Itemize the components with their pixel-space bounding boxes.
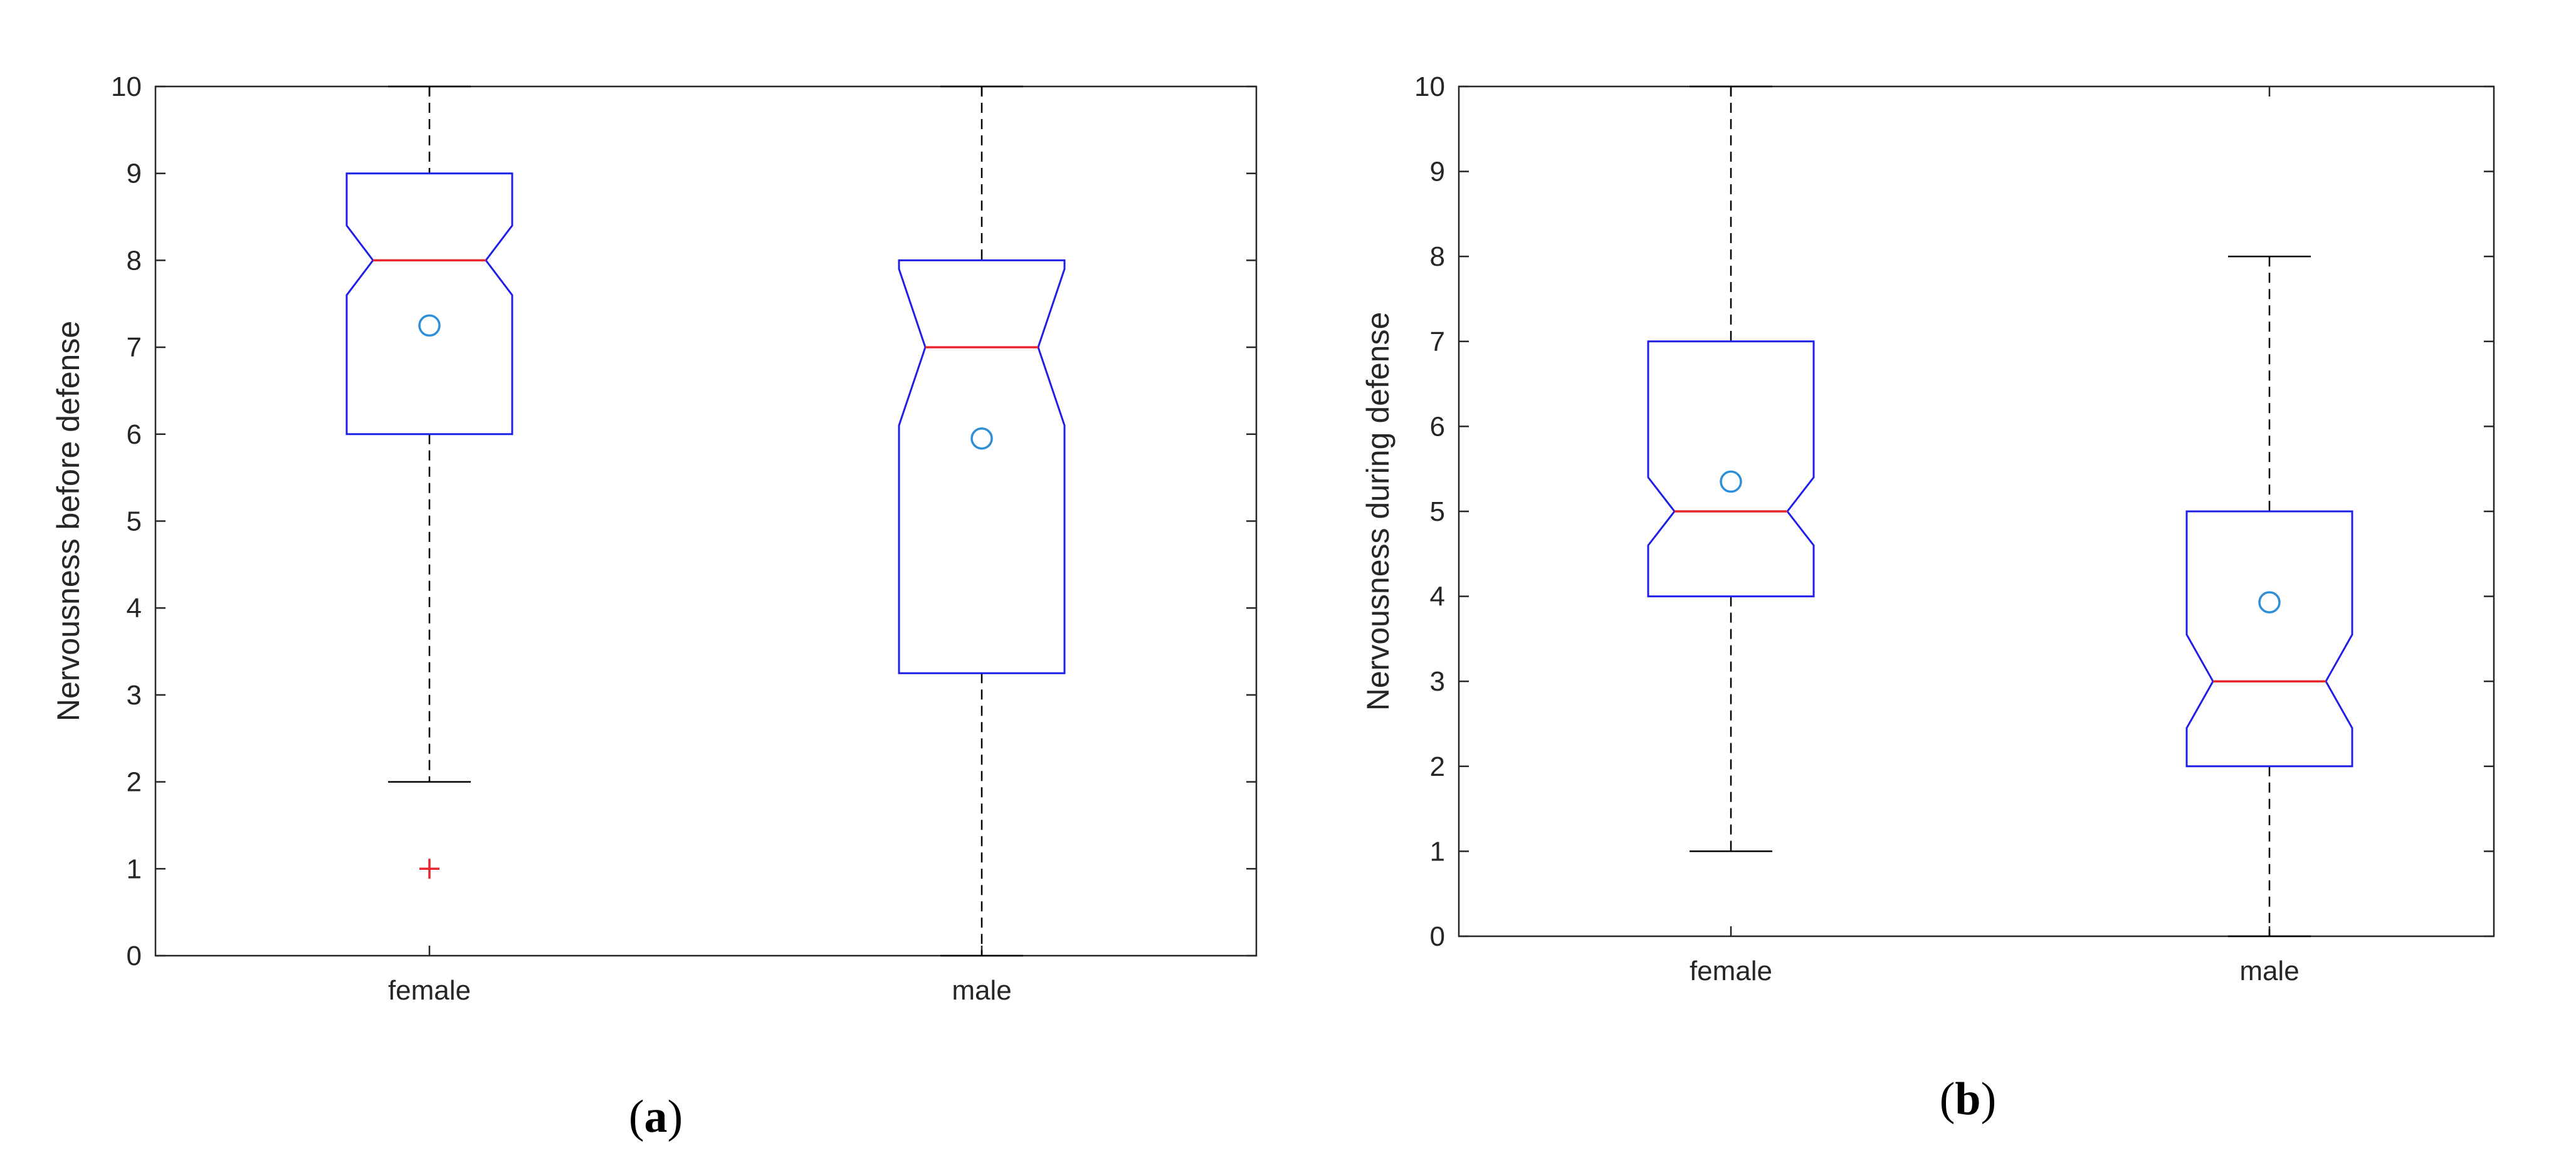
y-tick-label: 0	[1430, 921, 1445, 952]
y-tick-label: 5	[1430, 496, 1445, 527]
mean-marker	[2258, 591, 2281, 614]
y-tick-label: 7	[127, 332, 142, 363]
y-tick-label: 1	[1430, 836, 1445, 867]
y-tick-label: 4	[1430, 582, 1445, 612]
y-tick-label: 9	[1430, 157, 1445, 187]
y-tick-label: 3	[127, 680, 142, 711]
x-tick-label: male	[2239, 956, 2299, 986]
x-tick-label: female	[388, 975, 471, 1006]
y-tick-label: 6	[127, 419, 142, 450]
box-male	[898, 85, 1066, 957]
mean-marker	[970, 427, 993, 450]
y-tick-label: 2	[1430, 751, 1445, 782]
notched-box	[898, 259, 1066, 674]
box-female	[1647, 85, 1815, 852]
y-tick-label: 2	[127, 767, 142, 798]
boxplot-panel-1: 0 1 2 3 4 5 6 7 8 9 10 female male Nervousness before…	[51, 71, 1258, 1142]
x-tick-label: female	[1690, 956, 1772, 986]
y-tick-label: 1	[127, 854, 142, 884]
boxplot-panel-2: 0 1 2 3 4 5 6 7 8 9 10 female male Nervousness during…	[1360, 71, 2495, 1125]
y-tick-label: 0	[127, 941, 142, 971]
y-tick-label: 4	[127, 593, 142, 624]
panel-label: (b)	[1940, 1074, 1996, 1125]
y-tick-label: 8	[127, 245, 142, 276]
box-male	[2185, 255, 2353, 938]
y-tick-label: 8	[1430, 241, 1445, 272]
y-tick-label: 7	[1430, 327, 1445, 357]
y-axis-label: Nervousness before defense	[51, 321, 86, 721]
y-tick-label: 3	[1430, 666, 1445, 697]
notched-box	[1647, 340, 1815, 598]
outlier-marker	[419, 859, 439, 879]
notched-box	[2185, 510, 2353, 768]
panel-label: (a)	[629, 1091, 683, 1142]
notched-box	[345, 172, 513, 436]
box-female	[345, 85, 513, 879]
y-tick-label: 6	[1430, 411, 1445, 442]
y-tick-label: 10	[1414, 71, 1445, 102]
y-tick-label: 10	[111, 71, 142, 102]
mean-marker	[1720, 470, 1742, 493]
y-axis-label: Nervousness during defense	[1360, 312, 1396, 711]
mean-marker	[418, 314, 441, 337]
y-tick-label: 9	[127, 159, 142, 189]
plot-frame	[154, 85, 1258, 957]
y-tick-label: 5	[127, 506, 142, 537]
x-tick-label: male	[952, 975, 1011, 1006]
